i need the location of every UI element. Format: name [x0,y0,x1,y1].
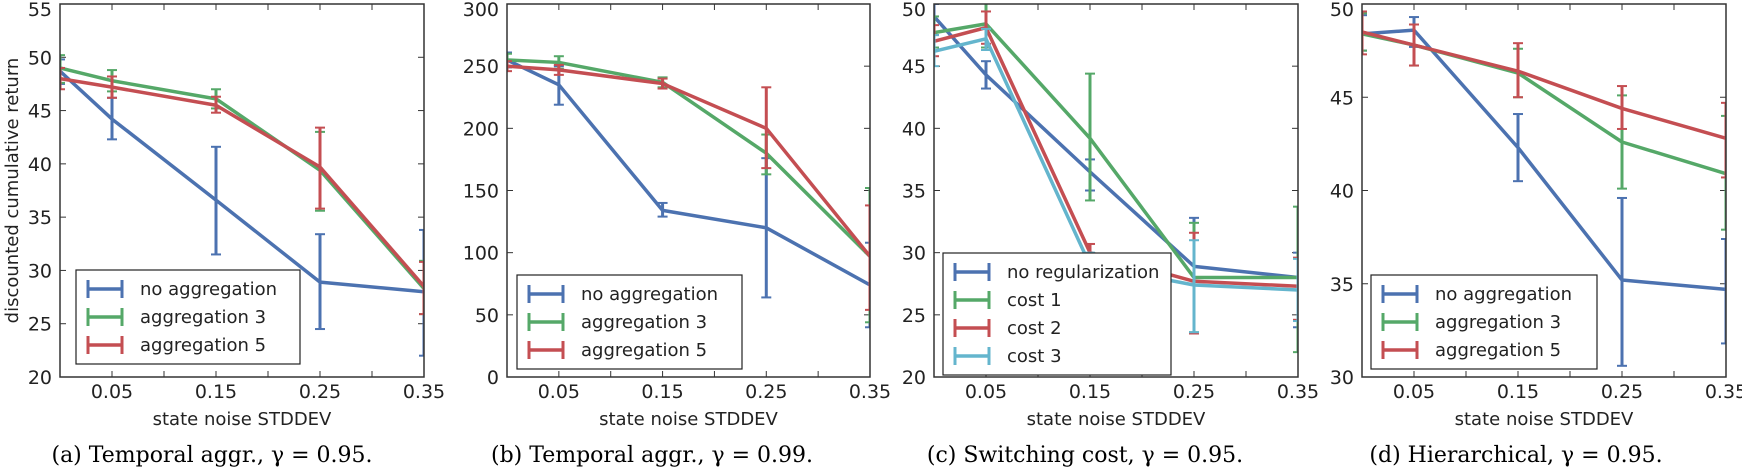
legend-label: aggregation 5 [1435,340,1561,361]
legend-label: no aggregation [581,284,718,305]
x-axis-label: state noise STDDEV [1027,409,1206,430]
y-tick-label: 30 [28,260,52,282]
x-tick-label: 0.05 [965,381,1007,403]
series-line-aggregation-3 [60,66,424,290]
y-axis-label: discounted cumulative return [2,58,23,324]
y-tick-label: 45 [902,56,926,78]
series-line-aggregation-5 [507,64,870,258]
y-tick-label: 40 [1330,181,1354,203]
y-tick-label: 20 [28,367,52,389]
y-tick-label: 20 [902,367,926,389]
y-tick-label: 30 [902,243,926,265]
series-line-no-regularization [934,15,1298,280]
legend: no aggregation aggregation 3 aggregation 5 [1370,274,1598,370]
subplot-a: 0.05 0.15 0.25 0.35 20 25 30 35 40 45 50 55 no aggre… [2,0,445,468]
x-tick-label: 0.05 [91,381,133,403]
legend: no regularization cost 1 cost 2 cost 3 [942,252,1172,376]
y-tick-label: 50 [902,0,926,21]
legend-label: cost 2 [1007,318,1062,339]
y-tick-label: 40 [902,118,926,140]
series-line-cost-2 [934,25,1298,288]
x-tick-label: 0.25 [745,381,787,403]
legend-label: aggregation 3 [1435,312,1561,333]
legend-label: no regularization [1007,262,1159,283]
legend: no aggregation aggregation 3 aggregation 5 [75,269,301,365]
y-tick-label: 250 [463,56,499,78]
y-tick-label: 35 [28,207,52,229]
x-tick-label: 0.25 [1601,381,1643,403]
x-axis-label: state noise STDDEV [1455,409,1634,430]
x-tick-label: 0.05 [538,381,580,403]
legend-label: aggregation 5 [581,340,707,361]
series-line-aggregation-5 [60,76,424,288]
y-tick-label: 100 [463,243,499,265]
subplot-caption: (c) Switching cost, γ = 0.95. [927,443,1243,468]
x-tick-label: 0.35 [1277,381,1319,403]
subplot-caption: (b) Temporal aggr., γ = 0.99. [491,443,813,468]
y-tick-label: 35 [1330,274,1354,296]
x-axis-label: state noise STDDEV [153,409,332,430]
y-tick-label: 55 [28,0,52,21]
x-tick-label: 0.35 [1705,381,1742,403]
y-tick-label: 50 [1330,0,1354,21]
subplot-d: 0.05 0.15 0.25 0.35 30 35 40 45 50 no aggregation… [1330,0,1742,468]
y-tick-label: 45 [28,101,52,123]
y-tick-label: 25 [28,314,52,336]
x-tick-label: 0.35 [849,381,891,403]
subplot-caption: (d) Hierarchical, γ = 0.95. [1369,443,1662,468]
y-tick-label: 30 [1330,367,1354,389]
x-tick-label: 0.15 [1497,381,1539,403]
y-tick-label: 50 [28,47,52,69]
legend-label: cost 3 [1007,346,1062,367]
y-tick-label: 35 [902,181,926,203]
subplot-caption: (a) Temporal aggr., γ = 0.95. [51,443,372,468]
legend-label: aggregation 3 [581,312,707,333]
y-tick-label: 150 [463,181,499,203]
series-line-aggregation-5 [1362,30,1726,140]
legend-label: aggregation 3 [140,307,266,328]
y-tick-label: 300 [463,0,499,21]
x-tick-label: 0.15 [195,381,237,403]
y-tick-label: 200 [463,118,499,140]
subplot-c: 0.05 0.15 0.25 0.35 20 25 30 35 40 45 50 no regular… [902,0,1319,468]
axes-frame [59,3,425,378]
series-group [60,54,424,357]
series-line-no-aggregation [60,69,424,294]
y-tick-label: 50 [475,305,499,327]
y-tick-label: 0 [487,367,499,389]
axes-frame [1361,3,1727,378]
axes-frame [933,3,1299,378]
legend-label: aggregation 5 [140,335,266,356]
series-line-aggregation-3 [1362,32,1726,176]
legend: no aggregation aggregation 3 aggregation 5 [516,274,743,370]
y-tick-label: 25 [902,305,926,327]
x-tick-label: 0.25 [299,381,341,403]
y-tick-label: 40 [28,154,52,176]
subplot-b: 0.05 0.15 0.25 0.35 0 50 100 150 200 250 300 no agg… [463,0,891,468]
legend-label: no aggregation [1435,284,1572,305]
x-axis-label: state noise STDDEV [599,409,778,430]
x-tick-label: 0.15 [1069,381,1111,403]
x-tick-label: 0.05 [1393,381,1435,403]
x-tick-label: 0.15 [641,381,683,403]
legend-label: cost 1 [1007,290,1062,311]
legend-label: no aggregation [140,279,277,300]
x-tick-label: 0.25 [1173,381,1215,403]
series-line-no-aggregation [1362,28,1726,292]
series-group [507,51,870,329]
series-group [1362,10,1726,367]
x-tick-label: 0.35 [403,381,445,403]
y-tick-label: 45 [1330,87,1354,109]
axes-frame [506,3,871,378]
